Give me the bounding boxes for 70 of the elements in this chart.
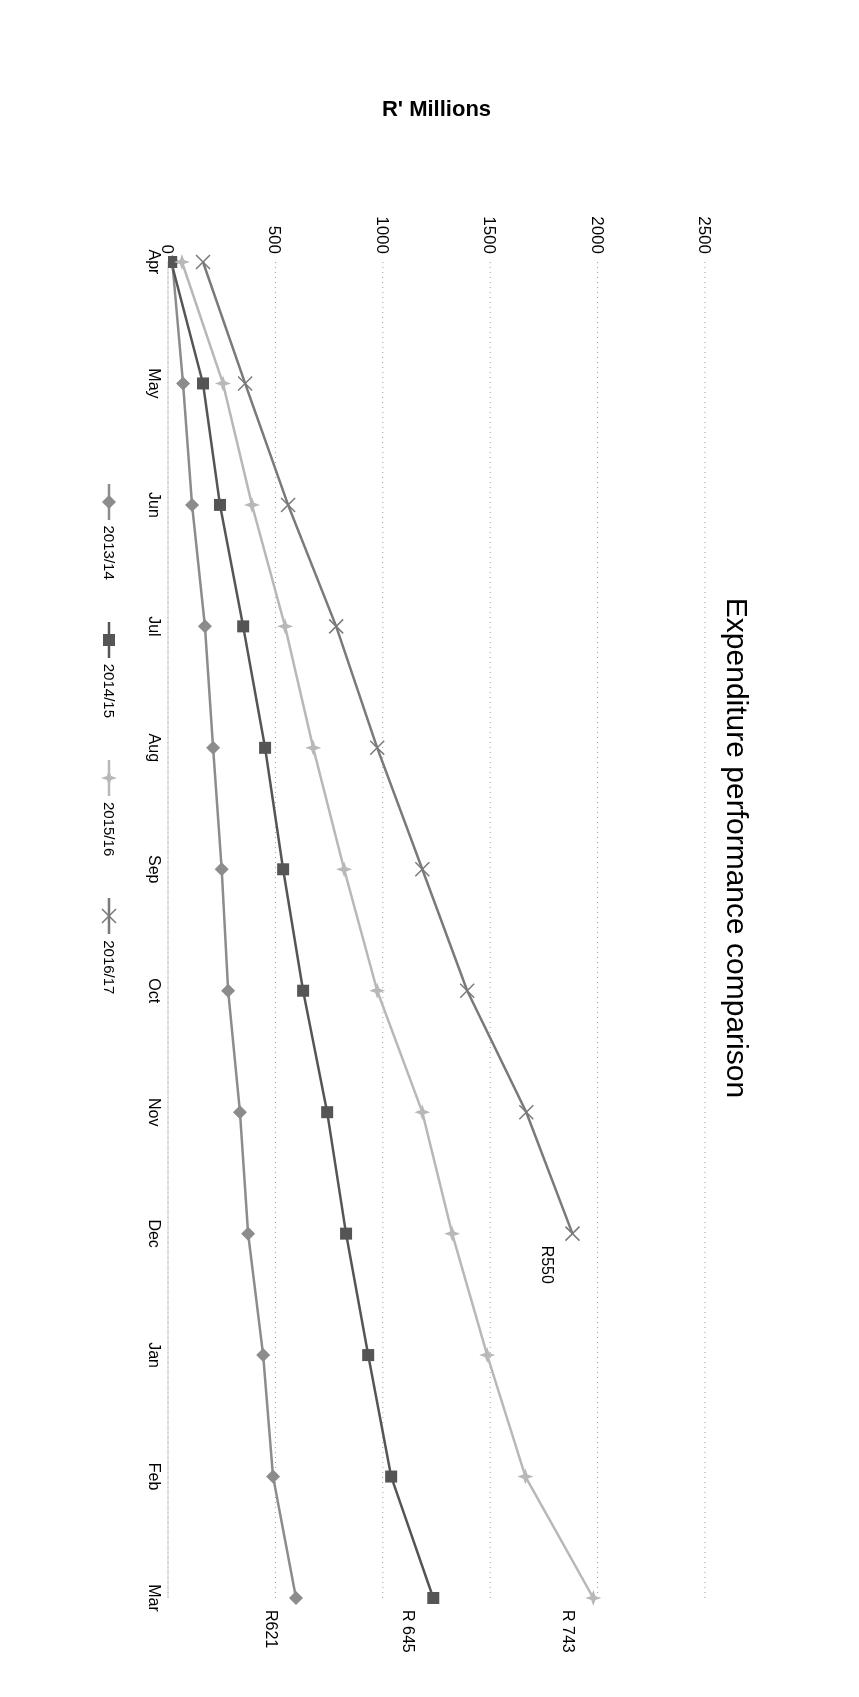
x-tick-label: 2000: [587, 216, 607, 254]
point: [414, 861, 431, 878]
legend-label: 2016/17: [101, 940, 118, 995]
point: [336, 861, 353, 878]
x-tick-label: 2500: [694, 216, 714, 254]
point: [259, 741, 272, 754]
point: [266, 1469, 281, 1484]
x-axis-title: R' Millions: [381, 95, 492, 121]
y-tick-label: Nov: [145, 1097, 163, 1127]
point: [564, 1225, 581, 1242]
point: [206, 740, 221, 755]
x-tick-label: 1000: [372, 216, 392, 254]
y-tick-label: Jan: [145, 1342, 163, 1368]
point: [280, 497, 296, 513]
point: [214, 862, 229, 877]
point: [362, 1349, 375, 1362]
annotation: R621: [263, 1610, 281, 1649]
point: [241, 1226, 256, 1241]
point: [340, 1227, 353, 1240]
point: [197, 619, 212, 634]
point: [585, 1590, 602, 1606]
y-tick-label: Apr: [145, 249, 163, 276]
point: [197, 377, 210, 390]
point: [214, 375, 231, 392]
point: [517, 1468, 534, 1485]
point: [297, 984, 310, 997]
point: [444, 1225, 461, 1242]
point: [369, 982, 386, 999]
point: [173, 254, 190, 270]
x-tick-label: 500: [265, 225, 285, 254]
point: [459, 982, 475, 999]
annotation: R 645: [400, 1610, 418, 1653]
point: [176, 376, 191, 391]
y-tick-label: Aug: [145, 733, 163, 763]
annotation: R 743: [560, 1610, 578, 1653]
point: [427, 1592, 440, 1604]
point: [213, 498, 226, 511]
y-tick-label: Mar: [145, 1584, 163, 1613]
y-tick-label: Sep: [145, 855, 163, 884]
point: [232, 1105, 247, 1120]
point: [385, 1470, 398, 1483]
legend-label: 2013/14: [101, 525, 118, 580]
point: [185, 497, 200, 512]
point: [518, 1104, 535, 1120]
point: [369, 740, 385, 756]
text: Expenditure performance comparison: [720, 596, 754, 1101]
y-tick-label: Jun: [145, 492, 163, 518]
y-tick-label: Dec: [145, 1219, 163, 1248]
point: [321, 1106, 334, 1119]
annotation: R550: [539, 1245, 557, 1284]
y-tick-label: Jul: [145, 616, 163, 637]
y-tick-label: May: [145, 368, 163, 399]
y-tick-label: Oct: [145, 978, 163, 1004]
point: [277, 863, 290, 876]
point: [479, 1347, 496, 1364]
x-tick-label: 1500: [480, 216, 500, 254]
point: [328, 618, 344, 635]
point: [256, 1348, 271, 1363]
legend-label: 2015/16: [101, 802, 118, 857]
y-tick-label: Feb: [145, 1462, 163, 1491]
point: [243, 496, 260, 513]
point: [237, 375, 253, 392]
point: [277, 618, 294, 635]
point: [195, 254, 211, 270]
point: [414, 1104, 431, 1121]
legend-label: 2014/15: [101, 663, 118, 718]
point: [221, 983, 236, 998]
point: [305, 739, 322, 756]
point: [289, 1591, 304, 1605]
point: [237, 620, 250, 633]
